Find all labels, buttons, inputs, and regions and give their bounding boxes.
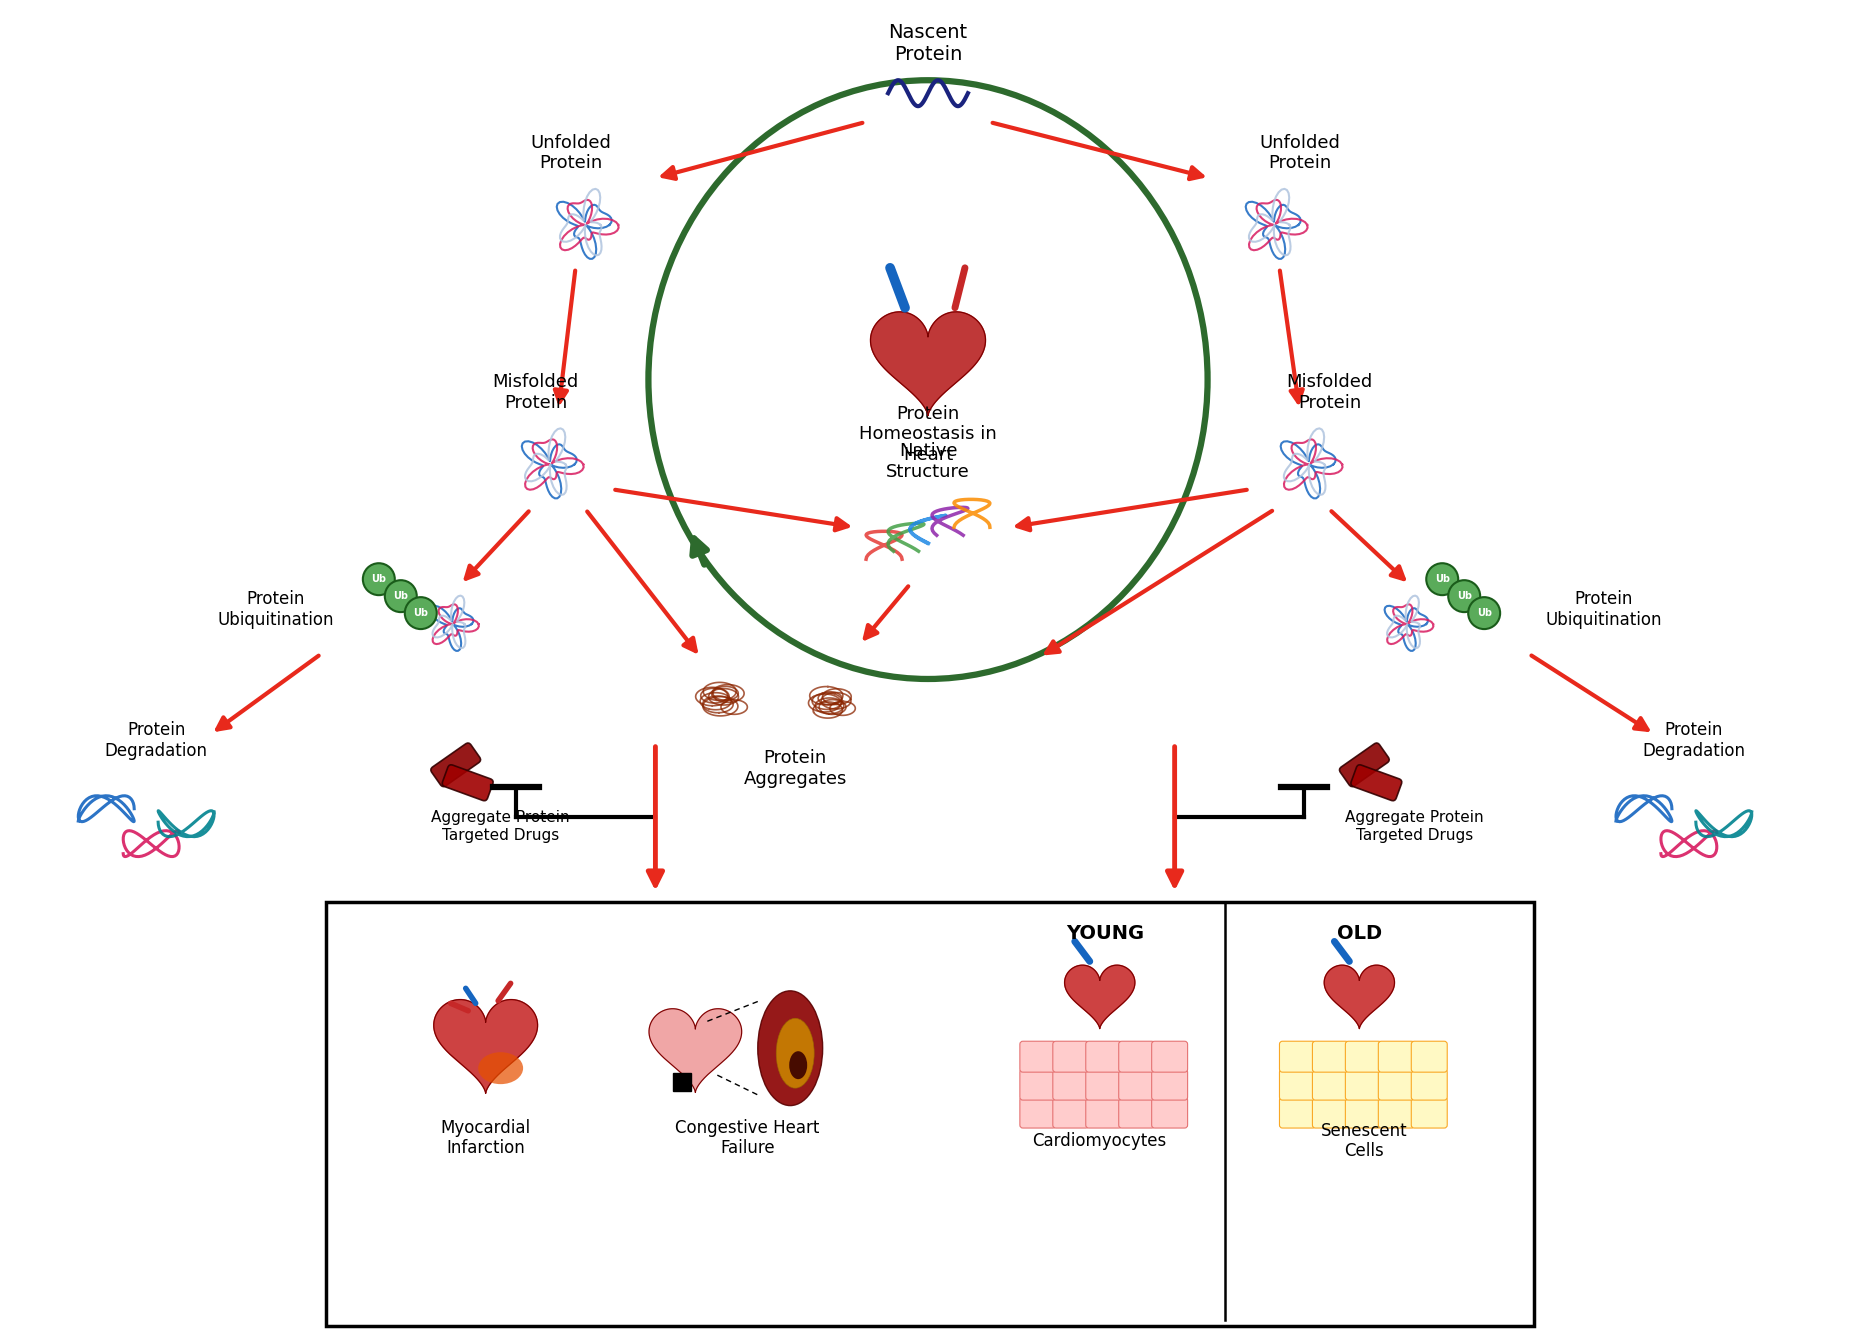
Text: Ub: Ub xyxy=(1456,590,1473,601)
FancyBboxPatch shape xyxy=(1350,765,1402,801)
Text: Native
Structure: Native Structure xyxy=(886,442,969,481)
FancyBboxPatch shape xyxy=(1053,1042,1088,1073)
FancyBboxPatch shape xyxy=(1378,1069,1415,1101)
Text: Ub: Ub xyxy=(414,608,429,619)
FancyBboxPatch shape xyxy=(1053,1069,1088,1101)
FancyBboxPatch shape xyxy=(1279,1069,1315,1101)
Circle shape xyxy=(384,580,416,612)
Text: Unfolded
Protein: Unfolded Protein xyxy=(1259,134,1341,173)
Text: Protein
Aggregates: Protein Aggregates xyxy=(743,750,847,789)
FancyBboxPatch shape xyxy=(1411,1042,1447,1073)
Text: Cardiomyocytes: Cardiomyocytes xyxy=(1032,1131,1166,1150)
Circle shape xyxy=(405,597,436,629)
Circle shape xyxy=(1448,580,1480,612)
Text: Myocardial
Infarction: Myocardial Infarction xyxy=(440,1118,531,1157)
Bar xyxy=(674,1073,691,1091)
FancyBboxPatch shape xyxy=(1378,1097,1415,1127)
Ellipse shape xyxy=(789,1051,808,1079)
Ellipse shape xyxy=(477,1052,524,1085)
Text: Misfolded
Protein: Misfolded Protein xyxy=(1287,374,1372,412)
Circle shape xyxy=(1426,564,1458,595)
FancyBboxPatch shape xyxy=(1086,1097,1122,1127)
Circle shape xyxy=(362,564,396,595)
Text: Unfolded
Protein: Unfolded Protein xyxy=(529,134,611,173)
FancyBboxPatch shape xyxy=(1118,1042,1155,1073)
Polygon shape xyxy=(435,1000,537,1094)
Text: Misfolded
Protein: Misfolded Protein xyxy=(492,374,579,412)
FancyBboxPatch shape xyxy=(1118,1097,1155,1127)
Text: Protein
Degradation: Protein Degradation xyxy=(1642,722,1746,761)
FancyBboxPatch shape xyxy=(1151,1042,1188,1073)
Text: Ub: Ub xyxy=(394,590,409,601)
FancyBboxPatch shape xyxy=(1151,1097,1188,1127)
FancyBboxPatch shape xyxy=(1019,1069,1057,1101)
Ellipse shape xyxy=(776,1018,813,1089)
Polygon shape xyxy=(648,1008,741,1093)
FancyBboxPatch shape xyxy=(1344,1097,1382,1127)
Text: Protein
Homeostasis in
Heart: Protein Homeostasis in Heart xyxy=(860,404,997,465)
Text: Protein
Ubiquitination: Protein Ubiquitination xyxy=(217,589,334,628)
Ellipse shape xyxy=(758,991,823,1106)
FancyBboxPatch shape xyxy=(442,765,494,801)
Text: Congestive Heart
Failure: Congestive Heart Failure xyxy=(676,1118,819,1157)
FancyBboxPatch shape xyxy=(1086,1042,1122,1073)
FancyBboxPatch shape xyxy=(1313,1097,1348,1127)
Text: Protein
Ubiquitination: Protein Ubiquitination xyxy=(1545,589,1662,628)
FancyBboxPatch shape xyxy=(1344,1069,1382,1101)
FancyBboxPatch shape xyxy=(1344,1042,1382,1073)
Text: Ub: Ub xyxy=(1435,574,1450,584)
Text: Aggregate Protein
Targeted Drugs: Aggregate Protein Targeted Drugs xyxy=(431,810,570,842)
Text: OLD: OLD xyxy=(1337,924,1382,943)
Polygon shape xyxy=(871,312,986,415)
FancyBboxPatch shape xyxy=(1411,1069,1447,1101)
FancyBboxPatch shape xyxy=(431,743,481,786)
FancyBboxPatch shape xyxy=(1313,1069,1348,1101)
FancyBboxPatch shape xyxy=(1151,1069,1188,1101)
FancyBboxPatch shape xyxy=(1411,1097,1447,1127)
FancyBboxPatch shape xyxy=(325,901,1534,1326)
Text: Ub: Ub xyxy=(371,574,386,584)
Polygon shape xyxy=(1064,965,1135,1028)
Text: Aggregate Protein
Targeted Drugs: Aggregate Protein Targeted Drugs xyxy=(1344,810,1484,842)
FancyBboxPatch shape xyxy=(1339,743,1389,786)
FancyBboxPatch shape xyxy=(1313,1042,1348,1073)
Text: Protein
Degradation: Protein Degradation xyxy=(104,722,208,761)
Polygon shape xyxy=(1324,965,1395,1028)
Text: YOUNG: YOUNG xyxy=(1066,924,1144,943)
FancyBboxPatch shape xyxy=(1019,1042,1057,1073)
FancyBboxPatch shape xyxy=(1019,1097,1057,1127)
FancyBboxPatch shape xyxy=(1086,1069,1122,1101)
FancyBboxPatch shape xyxy=(1279,1042,1315,1073)
Text: Ub: Ub xyxy=(1476,608,1491,619)
FancyBboxPatch shape xyxy=(1378,1042,1415,1073)
FancyBboxPatch shape xyxy=(1053,1097,1088,1127)
FancyBboxPatch shape xyxy=(1118,1069,1155,1101)
Text: Senescent
Cells: Senescent Cells xyxy=(1320,1122,1408,1161)
FancyBboxPatch shape xyxy=(1279,1097,1315,1127)
Circle shape xyxy=(1469,597,1500,629)
Text: Nascent
Protein: Nascent Protein xyxy=(888,23,967,64)
